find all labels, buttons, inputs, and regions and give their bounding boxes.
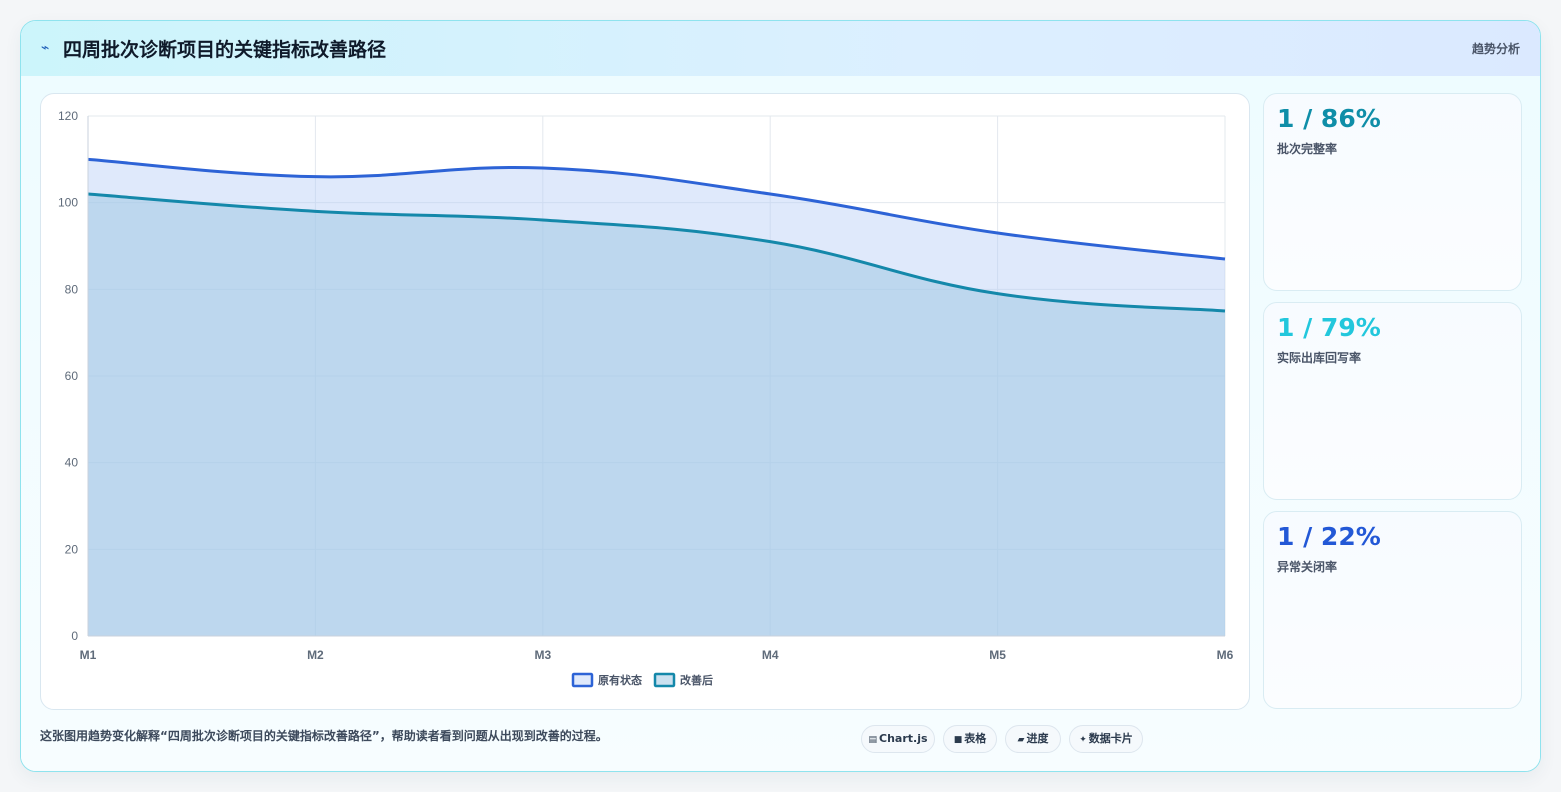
kpi-label: 异常关闭率 [1277, 560, 1338, 574]
y-tick-label: 100 [58, 196, 78, 210]
series-area-2 [88, 194, 1225, 636]
header-tag[interactable]: 趋势分析 [1471, 42, 1520, 56]
chart-icon: ⌁ [41, 40, 50, 56]
table-icon: ■ [953, 735, 963, 745]
legend-label: 改善后 [680, 673, 713, 687]
x-tick-label: M2 [307, 648, 324, 662]
y-tick-label: 0 [71, 629, 78, 643]
kpi-value: 1 / 79% [1277, 313, 1381, 342]
kpi-card-writeback-rate: 1 / 79% 实际出库回写率 [1263, 302, 1522, 500]
sparkle-icon: ✦ [1079, 735, 1087, 745]
chart-icon: ▤ [868, 735, 877, 745]
series-line-2 [87, 192, 1226, 313]
chart-panel: 0 20 40 60 80 100 120 M1 M2 M3 M4 M5 M6 原有状态 改善后 [40, 93, 1250, 710]
x-tick-label: M3 [534, 648, 551, 662]
kpi-label: 实际出库回写率 [1277, 351, 1362, 365]
y-tick-label: 40 [65, 456, 79, 470]
card-header: ⌁ 四周批次诊断项目的关键指标改善路径 趋势分析 [21, 21, 1540, 76]
chart-caption: 这张图用趋势变化解释“四周批次诊断项目的关键指标改善路径”，帮助读者看到问题从出… [40, 729, 608, 743]
y-tick-label: 20 [65, 542, 79, 556]
progress-icon: ▰ [1017, 735, 1025, 745]
y-tick-label: 120 [58, 109, 78, 123]
chip-chartjs[interactable]: ▤ Chart.js [861, 725, 935, 753]
legend-swatch [653, 672, 676, 688]
chip-data-card[interactable]: ✦ 数据卡片 [1069, 725, 1143, 753]
legend-swatch [571, 672, 594, 688]
x-tick-label: M1 [80, 648, 97, 662]
dashboard-card: ⌁ 四周批次诊断项目的关键指标改善路径 趋势分析 0 20 40 60 80 100 120… [20, 20, 1541, 772]
kpi-card-batch-completeness: 1 / 86% 批次完整率 [1263, 93, 1522, 291]
area-chart: 0 20 40 60 80 100 120 M1 M2 M3 M4 M5 M6 原有状态 改善后 [58, 109, 1234, 688]
x-tick-label: M6 [1217, 648, 1234, 662]
x-tick-label: M5 [989, 648, 1006, 662]
x-tick-label: M4 [762, 648, 779, 662]
kpi-value: 1 / 22% [1277, 522, 1381, 551]
kpi-card-exception-close-rate: 1 / 22% 异常关闭率 [1263, 511, 1522, 709]
chip-table[interactable]: ■ 表格 [943, 725, 997, 753]
kpi-label: 批次完整率 [1277, 142, 1338, 156]
series-line-1 [87, 157, 1226, 261]
kpi-value: 1 / 86% [1277, 104, 1381, 133]
page-title: 四周批次诊断项目的关键指标改善路径 [63, 39, 387, 61]
chip-label: Chart.js [879, 732, 928, 745]
legend-label: 原有状态 [598, 673, 642, 687]
chip-label: 数据卡片 [1088, 732, 1133, 745]
y-tick-label: 60 [65, 369, 79, 383]
y-tick-label: 80 [65, 282, 79, 296]
chip-label: 进度 [1026, 732, 1049, 745]
chip-label: 表格 [964, 732, 987, 745]
chip-progress[interactable]: ▰ 进度 [1005, 725, 1061, 753]
